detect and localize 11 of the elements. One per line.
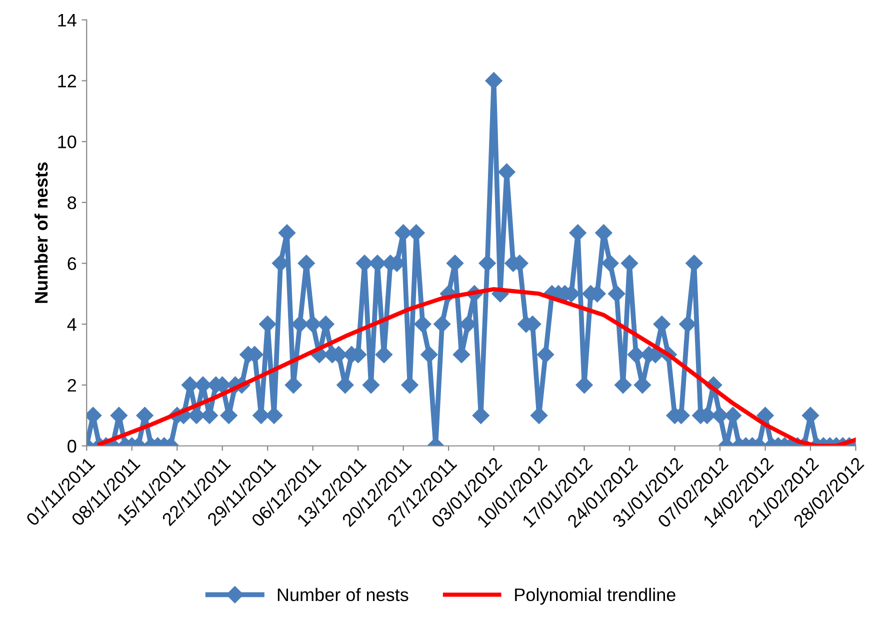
y-tick-label: 8 xyxy=(68,196,76,210)
y-tick-label: 0 xyxy=(68,440,76,453)
y-axis-title: Number of nests xyxy=(34,162,48,303)
y-tick-label: 12 xyxy=(58,74,76,88)
y-tick-label: 10 xyxy=(58,136,76,148)
y-tick-label: 6 xyxy=(68,257,76,270)
y-tick-label: 2 xyxy=(68,378,76,392)
legend-label: Number of nests xyxy=(278,588,408,602)
y-tick-label: 4 xyxy=(67,318,76,331)
y-tick-label: 14 xyxy=(58,14,76,26)
legend-label: Polynomial trendline xyxy=(515,588,676,605)
